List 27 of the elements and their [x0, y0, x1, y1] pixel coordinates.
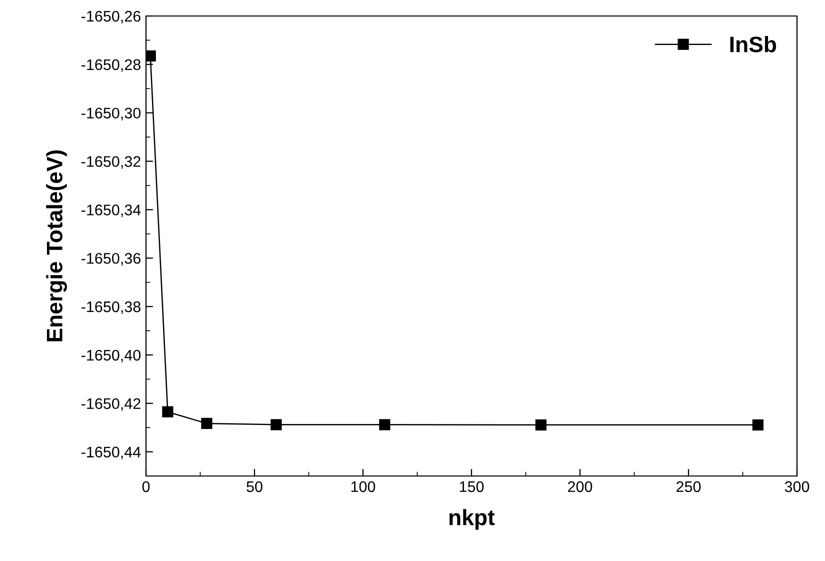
- y-tick-label: -1650,30: [82, 108, 141, 120]
- x-tick-label: 150: [460, 481, 484, 492]
- y-tick-label: -1650,32: [82, 156, 140, 169]
- y-tick-label: -1650,36: [82, 252, 140, 266]
- x-tick-label: 300: [784, 481, 810, 492]
- y-tick-label: -1650,44: [82, 446, 141, 460]
- y-tick-label: -1650,34: [82, 204, 141, 218]
- point: [535, 419, 546, 430]
- x-tick-label: 200: [568, 481, 592, 492]
- point: [379, 419, 390, 430]
- point: [162, 406, 174, 418]
- x-tick-label: 100: [351, 481, 376, 492]
- y-axis-title: Energie Totale(eV): [46, 150, 67, 342]
- point: [752, 419, 764, 430]
- y-tick-label: -1650,28: [82, 59, 140, 72]
- y-tick-label: -1650,38: [82, 301, 140, 314]
- legend-label: InSb: [730, 36, 776, 52]
- x-tick-label: 0: [142, 481, 150, 492]
- point: [201, 418, 212, 430]
- y-tick-label: -1650,40: [82, 350, 141, 362]
- y-tick-label: -1650,42: [82, 398, 140, 411]
- x-axis-title: nkpt: [450, 508, 495, 530]
- point: [146, 50, 156, 62]
- x-tick-label: 50: [246, 481, 262, 492]
- x-tick-label: 250: [676, 481, 701, 492]
- y-tick-label: -1650,26: [82, 10, 140, 24]
- point: [270, 419, 282, 430]
